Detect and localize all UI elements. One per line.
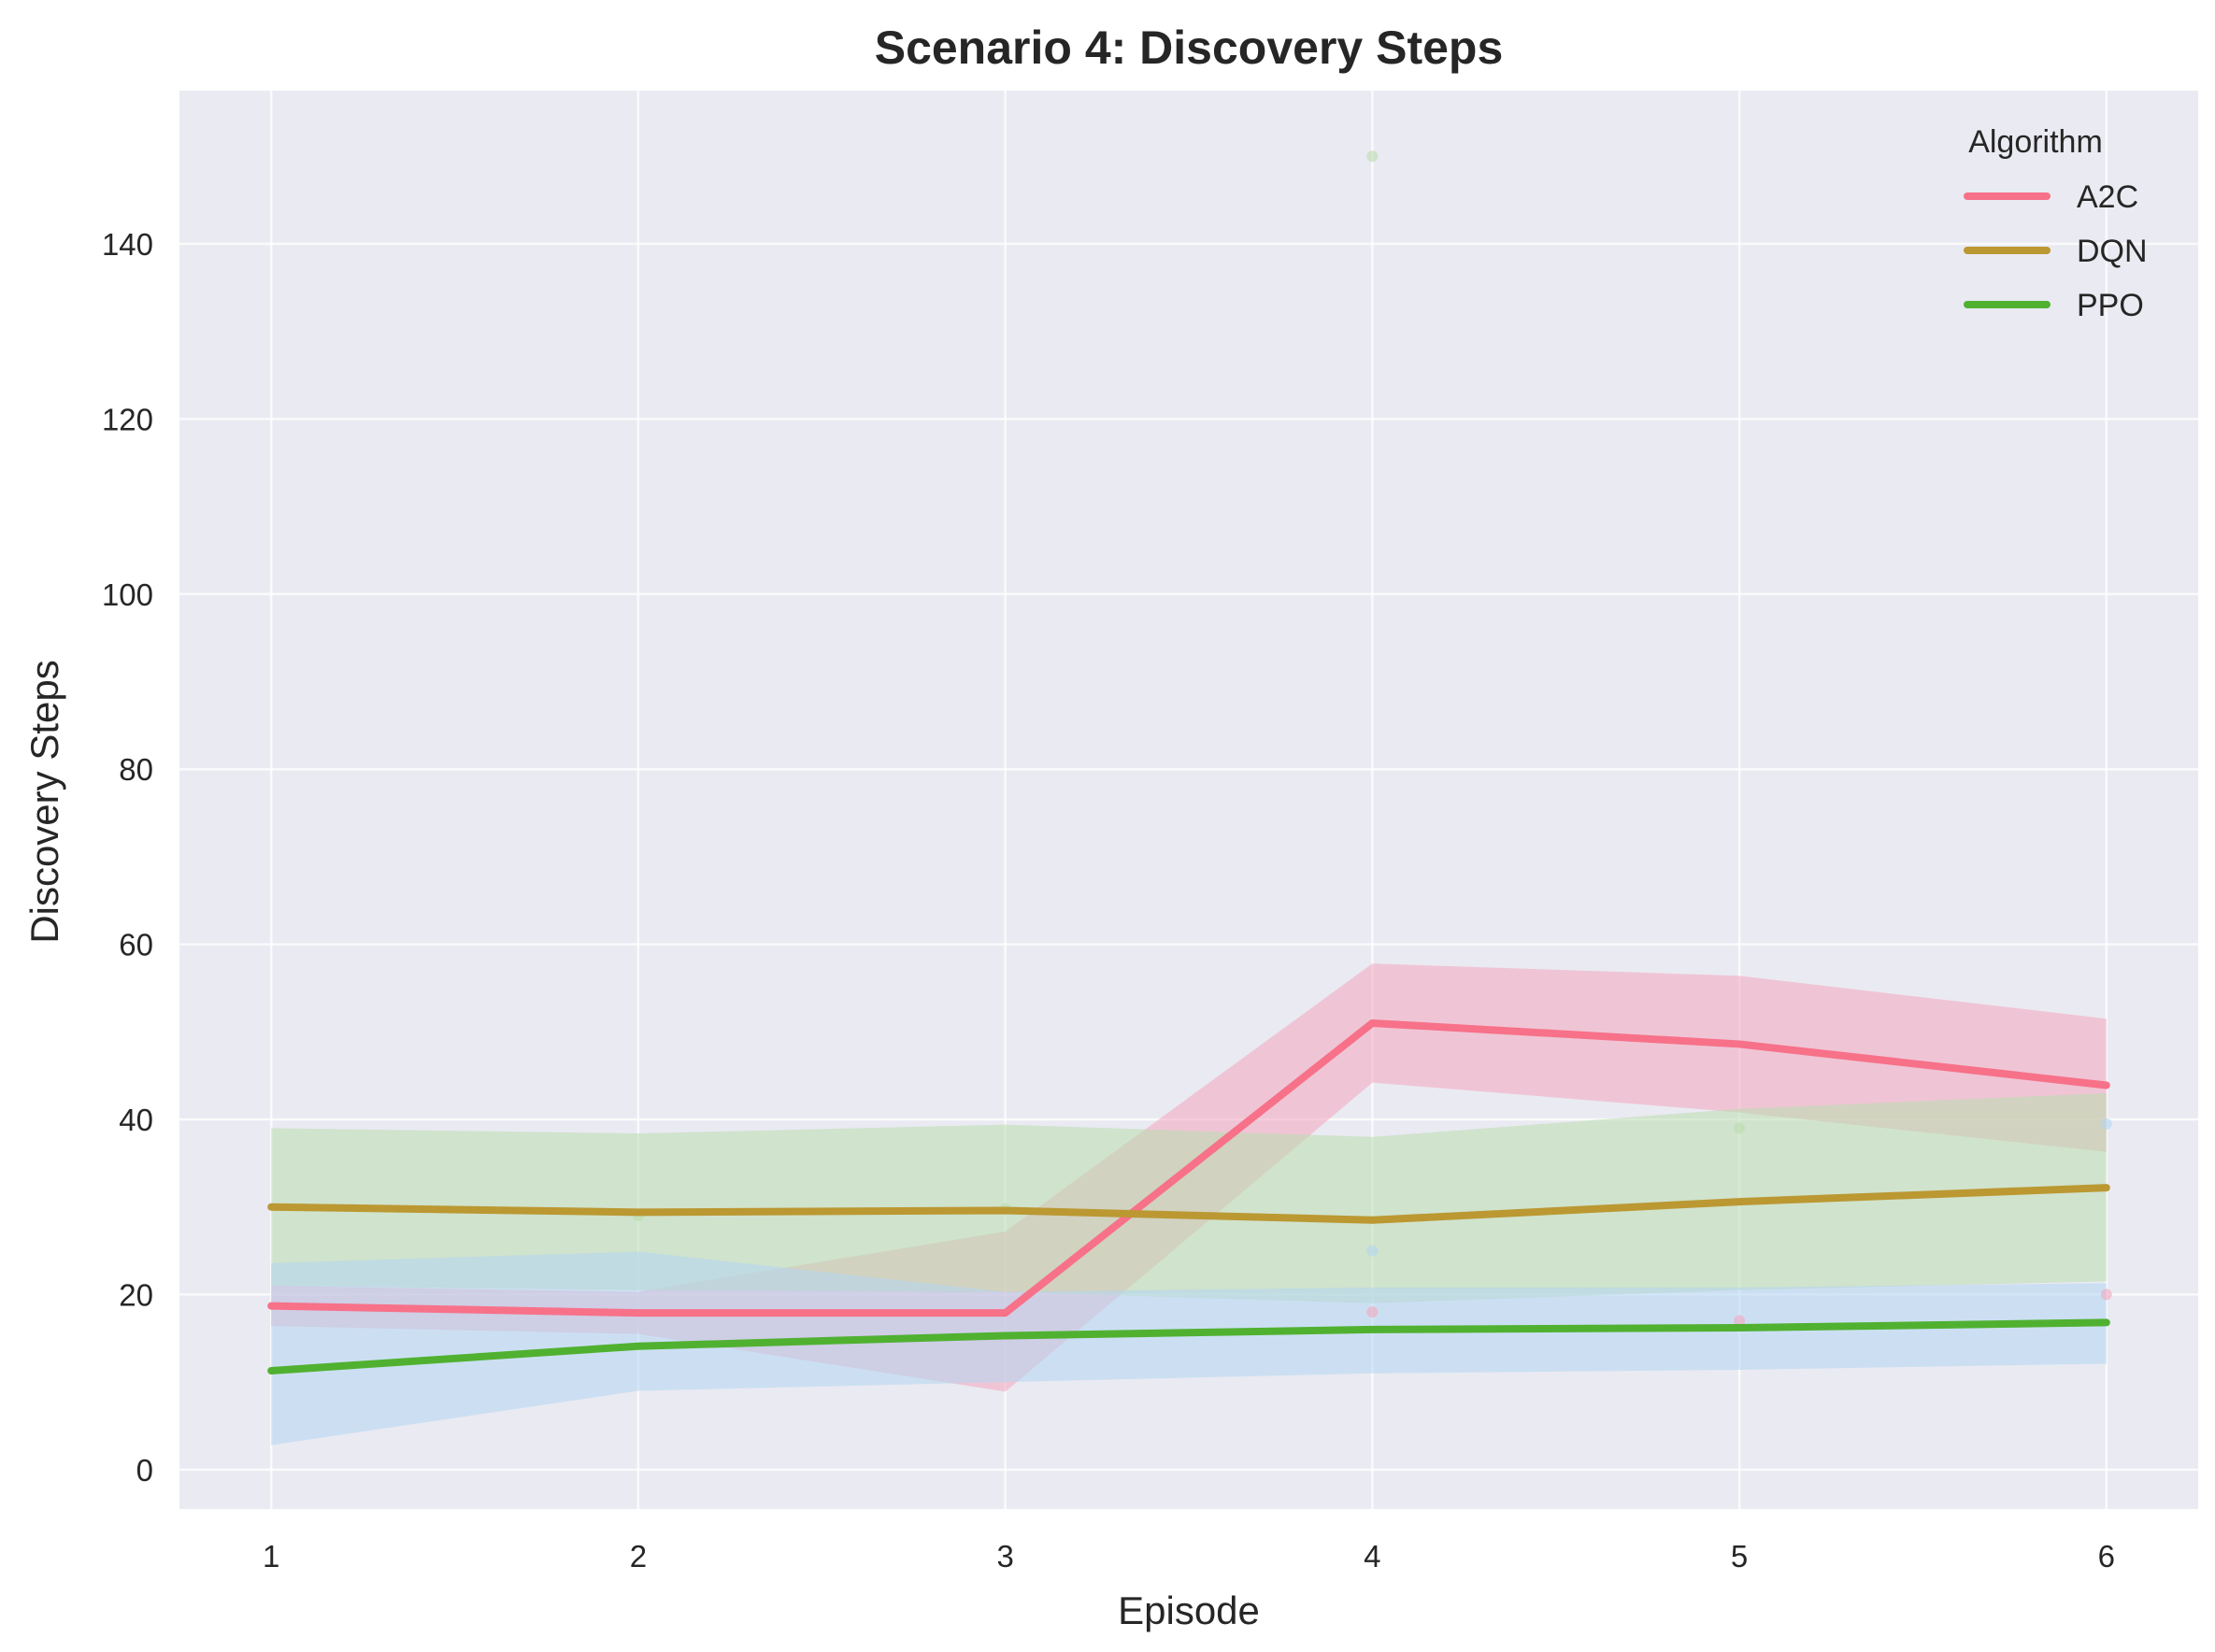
x-tick-label: 2 bbox=[630, 1539, 647, 1574]
point-a2c bbox=[1734, 1315, 1746, 1327]
y-axis-label: Discovery Steps bbox=[22, 660, 66, 943]
confidence-bands bbox=[271, 963, 2107, 1446]
legend-label-dqn: DQN bbox=[2077, 234, 2148, 269]
x-tick-label: 4 bbox=[1364, 1539, 1380, 1574]
y-tick-label: 40 bbox=[119, 1103, 153, 1137]
y-tick-label: 140 bbox=[102, 227, 153, 262]
x-tick-label: 6 bbox=[2098, 1539, 2115, 1574]
y-tick-label: 20 bbox=[119, 1277, 153, 1312]
point-a2c bbox=[1366, 1306, 1379, 1318]
line-ppo bbox=[267, 1318, 2110, 1374]
band-dqn bbox=[271, 1092, 2107, 1303]
legend-label-a2c: A2C bbox=[2077, 179, 2138, 215]
y-tick-label: 0 bbox=[136, 1453, 153, 1488]
x-tick-label: 5 bbox=[1731, 1539, 1748, 1574]
point-dqn bbox=[1734, 1122, 1746, 1134]
line-a2c bbox=[267, 1018, 2110, 1317]
tick-labels: 0 20 40 60 80 100 120 140 1 2 3 4 5 6 bbox=[102, 227, 2115, 1574]
series-lines bbox=[267, 1018, 2110, 1374]
x-tick-label: 3 bbox=[996, 1539, 1013, 1574]
band-ppo bbox=[271, 1251, 2107, 1446]
point-dqn bbox=[1366, 150, 1379, 163]
y-tick-label: 80 bbox=[119, 752, 153, 787]
legend-title: Algorithm bbox=[1968, 124, 2103, 160]
legend: Algorithm A2C DQN PPO bbox=[1964, 124, 2148, 323]
x-tick-label: 1 bbox=[263, 1539, 279, 1574]
chart-title: Scenario 4: Discovery Steps bbox=[875, 21, 1504, 74]
point-a2c bbox=[2100, 1289, 2112, 1301]
line-dqn bbox=[267, 1184, 2110, 1224]
y-tick-label: 100 bbox=[102, 577, 153, 612]
y-tick-label: 60 bbox=[119, 928, 153, 962]
x-axis-label: Episode bbox=[1118, 1588, 1260, 1632]
point-ppo bbox=[2100, 1118, 2112, 1130]
point-ppo bbox=[1366, 1245, 1379, 1257]
legend-label-ppo: PPO bbox=[2077, 288, 2144, 323]
y-tick-label: 120 bbox=[102, 402, 153, 436]
